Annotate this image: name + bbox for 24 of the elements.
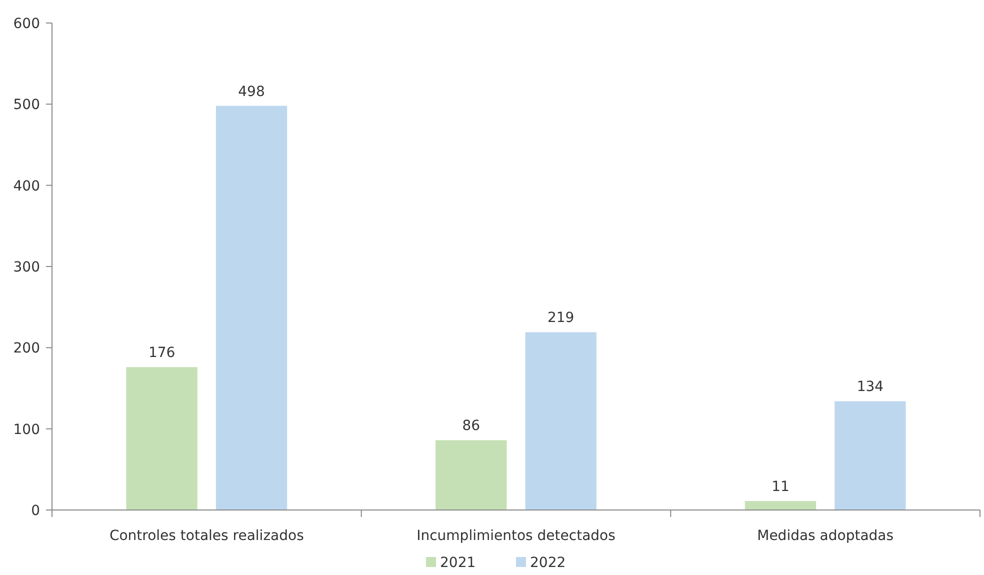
- x-tick-label: Medidas adoptadas: [757, 528, 894, 544]
- bar: [744, 501, 816, 510]
- data-label: 219: [547, 310, 574, 326]
- data-label: 134: [856, 379, 884, 396]
- y-tick-label: 400: [13, 178, 40, 194]
- legend-label: 2021: [440, 555, 476, 571]
- y-tick-label: 600: [13, 16, 40, 32]
- y-tick-label: 200: [13, 340, 40, 357]
- legend-label: 2022: [530, 555, 566, 571]
- y-tick-label: 0: [31, 503, 40, 519]
- bar: [525, 332, 596, 510]
- y-tick-label: 300: [13, 260, 40, 276]
- data-label: 176: [148, 345, 176, 362]
- data-label: 498: [238, 84, 265, 100]
- bar: [126, 367, 198, 510]
- x-tick-label: Controles totales realizados: [109, 528, 304, 544]
- bar: [834, 401, 906, 510]
- y-tick-label: 500: [13, 97, 40, 114]
- y-tick-label: 100: [13, 422, 40, 438]
- bar: [216, 106, 288, 510]
- data-label: 11: [772, 479, 790, 496]
- data-label: 86: [462, 418, 480, 434]
- x-tick-label: Incumplimientos detectados: [416, 528, 616, 544]
- bar: [436, 440, 507, 510]
